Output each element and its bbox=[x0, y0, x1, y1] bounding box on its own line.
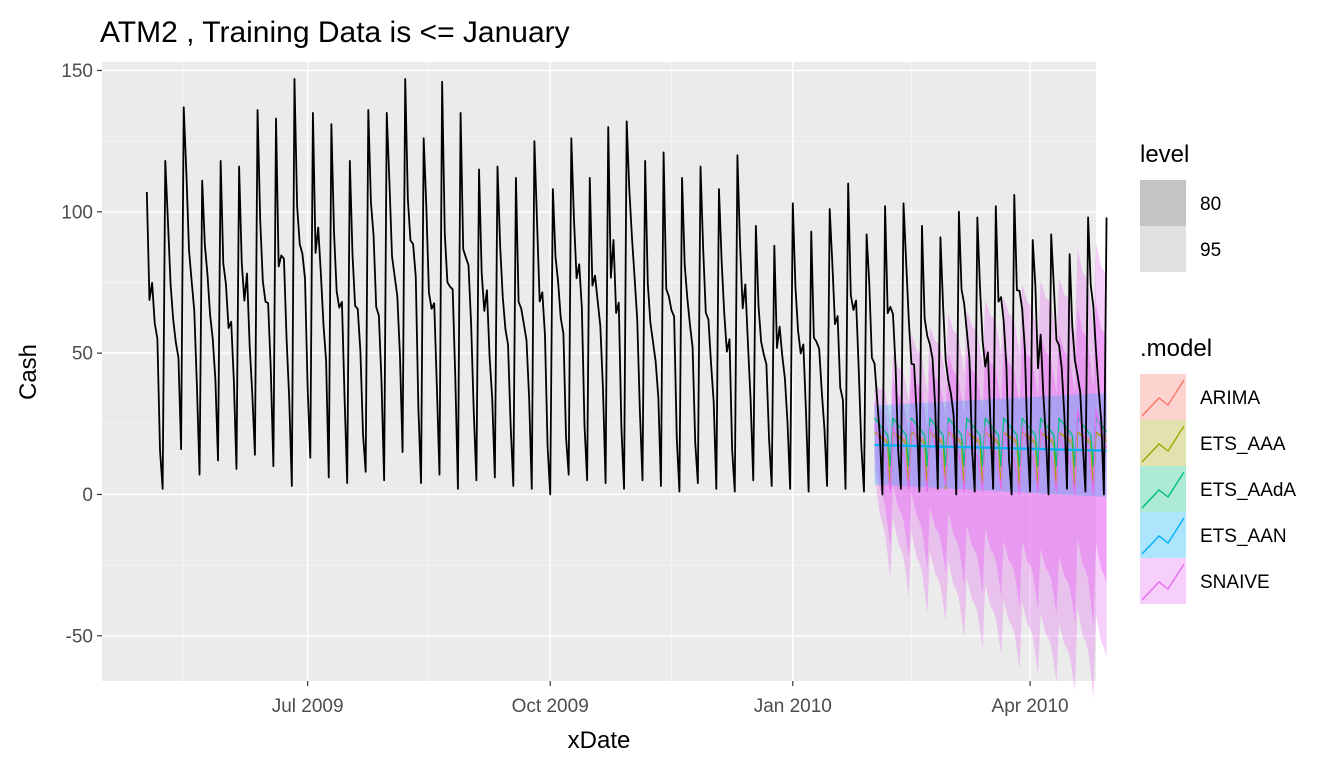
plot-panel bbox=[102, 62, 1096, 681]
legend-model-key bbox=[1140, 420, 1186, 466]
y-tick-label: 0 bbox=[82, 485, 93, 506]
y-axis: -50 0 50 100 150 bbox=[61, 61, 102, 647]
y-tick-label: 150 bbox=[61, 61, 93, 82]
legend-model-label: ARIMA bbox=[1200, 388, 1261, 409]
legend-model-key bbox=[1140, 466, 1186, 512]
grid-minor bbox=[102, 62, 1096, 681]
legend-model-key bbox=[1140, 512, 1186, 558]
snaive-band-80 bbox=[874, 304, 1107, 628]
legend-level-title: level bbox=[1140, 141, 1189, 168]
legend-model-label: ETS_AAdA bbox=[1200, 480, 1296, 501]
legend-level-key bbox=[1140, 226, 1186, 272]
y-tick-label: 50 bbox=[72, 344, 93, 365]
history-series bbox=[145, 78, 1108, 496]
legend-level-items: 80 95 bbox=[1140, 180, 1221, 272]
x-tick-label: Apr 2010 bbox=[992, 696, 1069, 717]
x-tick-label: Jul 2009 bbox=[272, 696, 344, 717]
legend-model-items: ARIMA ETS_AAA ETS_AAdA ETS_AAN SNAIVE bbox=[1140, 374, 1296, 604]
legend: level 80 95 .model ARIMA ETS_AAA ETS_AAdA ET… bbox=[1140, 141, 1296, 604]
y-tick-label: -50 bbox=[66, 626, 93, 647]
x-tick-label: Jan 2010 bbox=[754, 696, 832, 717]
legend-level-label: 80 bbox=[1200, 194, 1221, 215]
x-axis-title: xDate bbox=[568, 727, 631, 754]
x-axis: Jul 2009 Oct 2009 Jan 2010 Apr 2010 bbox=[272, 681, 1069, 717]
legend-model-label: ETS_AAN bbox=[1200, 526, 1287, 547]
legend-level-label: 95 bbox=[1200, 240, 1221, 261]
legend-model-key bbox=[1140, 374, 1186, 420]
legend-model-key bbox=[1140, 558, 1186, 604]
legend-level-key bbox=[1140, 180, 1186, 226]
legend-model-line-icon bbox=[1141, 517, 1185, 555]
y-tick-label: 100 bbox=[61, 202, 93, 223]
x-tick-label: Oct 2009 bbox=[512, 696, 589, 717]
legend-model-line-icon bbox=[1141, 471, 1185, 509]
y-axis-title: Cash bbox=[15, 344, 42, 400]
legend-model-label: SNAIVE bbox=[1200, 572, 1270, 593]
legend-model-line-icon bbox=[1141, 563, 1185, 601]
legend-model-line-icon bbox=[1141, 425, 1185, 463]
legend-model-title: .model bbox=[1140, 335, 1212, 362]
legend-model-label: ETS_AAA bbox=[1200, 434, 1286, 455]
history-line bbox=[145, 78, 1108, 496]
chart-title: ATM2 , Training Data is <= January bbox=[100, 16, 570, 49]
legend-model-line-icon bbox=[1141, 379, 1185, 417]
